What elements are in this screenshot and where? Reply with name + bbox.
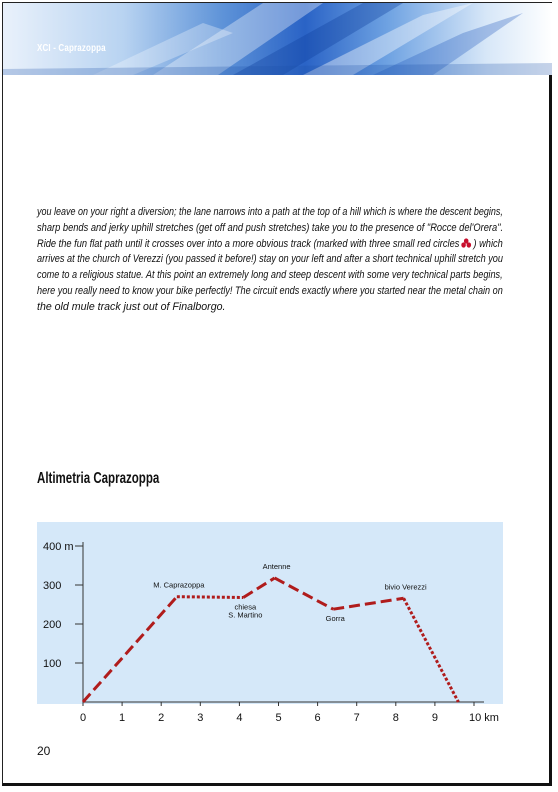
x-tick-label: 1 <box>119 712 125 724</box>
x-tick-label: 2 <box>158 712 164 724</box>
x-tick-label: 10 km <box>469 712 499 724</box>
body-line-3-end: ) which <box>473 237 503 250</box>
body-line-7: the old mule track just out of Finalborg… <box>37 300 226 313</box>
profile-segment <box>333 596 404 611</box>
profile-annotation: bivio Verezzi <box>385 582 427 591</box>
body-line-2: sharp bends and jerky uphill stretches (… <box>37 221 504 234</box>
profile-segment <box>176 595 244 599</box>
profile-annotation: chiesa <box>234 602 257 611</box>
elevation-chart: 100 200 300 400 m 0 1 2 3 4 5 6 7 8 9 10 km M. Caprazop… <box>37 522 503 724</box>
page-frame <box>2 2 552 786</box>
y-tick-label: 100 <box>43 658 61 670</box>
profile-annotation: Gorra <box>326 614 346 623</box>
x-tick-label: 5 <box>275 712 281 724</box>
profile-segment <box>242 576 276 599</box>
x-tick-label: 8 <box>393 712 399 724</box>
body-line-1: you leave on your right a diversion; the… <box>37 206 503 218</box>
profile-segment <box>273 576 334 611</box>
red-circles-icon <box>461 237 472 248</box>
profile-segment <box>402 597 460 703</box>
body-line-4: arrives at the church of Verezzi (you pa… <box>37 253 503 266</box>
body-text: you leave on your right a diversion; the… <box>37 205 503 316</box>
x-tick-label: 7 <box>354 712 360 724</box>
body-line-6: here you really need to know your bike p… <box>37 284 503 297</box>
y-tick-label: 400 m <box>43 541 74 553</box>
y-tick-label: 200 <box>43 619 61 631</box>
header-label: XCI - Caprazoppa <box>37 43 106 54</box>
page-number: 20 <box>37 744 51 758</box>
x-tick-label: 0 <box>80 712 86 724</box>
x-tick-label: 3 <box>197 712 203 724</box>
body-line-3-text: Ride the fun flat path until it crosses … <box>37 237 460 250</box>
profile-annotation: M. Caprazoppa <box>153 581 205 590</box>
y-tick-label: 300 <box>43 580 61 592</box>
elevation-chart-svg: 100 200 300 400 m 0 1 2 3 4 5 6 7 8 9 10 km M. Caprazop… <box>43 541 499 724</box>
profile-segment <box>81 595 178 703</box>
profile-annotation: Antenne <box>263 562 291 571</box>
x-tick-label: 4 <box>236 712 242 724</box>
body-line-3: Ride the fun flat path until it crosses … <box>37 237 503 253</box>
section-title: Altimetria Caprazoppa <box>37 470 160 487</box>
body-line-5: come to a religious statue. At this poin… <box>37 269 503 282</box>
header-banner: XCI - Caprazoppa <box>3 3 552 75</box>
x-tick-label: 6 <box>315 712 321 724</box>
profile-annotation: S. Martino <box>228 610 262 619</box>
x-tick-label: 9 <box>432 712 438 724</box>
banner-graphic <box>3 3 552 75</box>
